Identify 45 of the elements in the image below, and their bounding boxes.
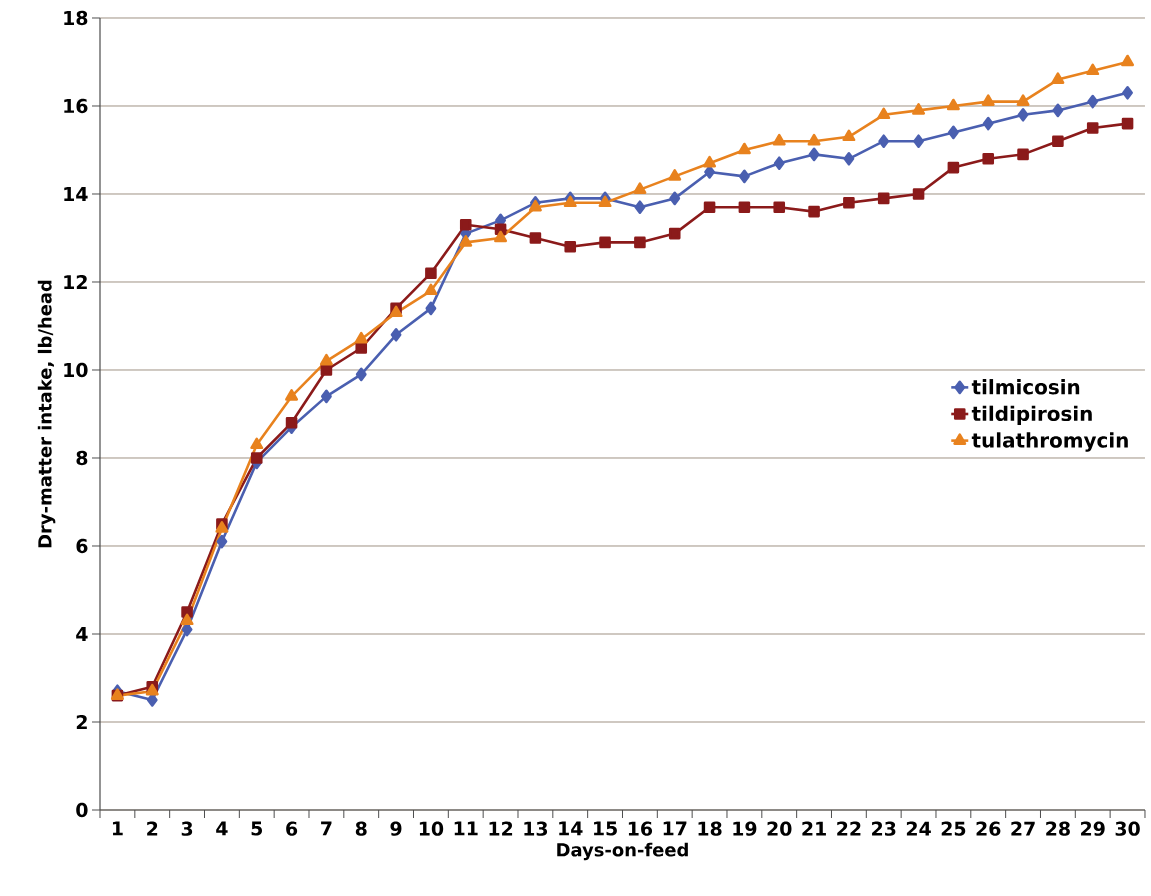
y-tick-label: 8 bbox=[76, 450, 88, 466]
legend-label: tildipirosin bbox=[971, 405, 1092, 425]
y-tick-label: 6 bbox=[76, 538, 88, 554]
x-tick-label: 12 bbox=[489, 821, 513, 836]
x-tick-label: 8 bbox=[355, 821, 367, 836]
x-tick-label: 27 bbox=[1011, 821, 1035, 836]
x-tick-label: 13 bbox=[524, 821, 548, 836]
y-tick-label: 2 bbox=[76, 714, 87, 730]
y-tick-label: 4 bbox=[76, 627, 88, 641]
y-tick-label: 18 bbox=[64, 10, 88, 26]
x-tick-label: 1 bbox=[112, 821, 123, 836]
x-tick-label: 16 bbox=[628, 821, 653, 836]
x-axis-title: Days-on-feed bbox=[557, 842, 688, 861]
x-tick-label: 23 bbox=[872, 821, 896, 836]
x-tick-label: 2 bbox=[147, 821, 158, 836]
x-tick-label: 20 bbox=[767, 821, 792, 836]
x-tick-label: 3 bbox=[181, 821, 193, 836]
y-tick-label: 12 bbox=[64, 274, 87, 290]
x-tick-label: 26 bbox=[976, 821, 1001, 836]
x-tick-label: 25 bbox=[941, 821, 966, 836]
y-axis-title: Dry-matter intake, lb/head bbox=[37, 280, 56, 548]
x-tick-label: 18 bbox=[698, 821, 722, 836]
x-tick-label: 19 bbox=[733, 821, 757, 836]
x-tick-label: 14 bbox=[559, 821, 583, 836]
x-tick-label: 10 bbox=[419, 821, 444, 836]
y-tick-label: 16 bbox=[64, 98, 88, 114]
x-tick-label: 6 bbox=[286, 821, 298, 836]
y-tick-label: 10 bbox=[64, 362, 88, 378]
x-tick-label: 15 bbox=[594, 821, 617, 836]
x-tick-label: 28 bbox=[1046, 821, 1070, 836]
y-tick-label: 14 bbox=[64, 187, 88, 201]
x-tick-label: 9 bbox=[390, 821, 402, 836]
x-tick-label: 22 bbox=[837, 821, 861, 836]
x-tick-label: 7 bbox=[321, 821, 332, 836]
legend-label: tilmicosin bbox=[971, 379, 1080, 395]
x-tick-label: 5 bbox=[251, 821, 262, 836]
legend-label: tulathromycin bbox=[971, 432, 1128, 452]
x-tick-label: 17 bbox=[663, 821, 687, 836]
y-tick-label: 0 bbox=[76, 802, 88, 818]
x-tick-label: 21 bbox=[802, 821, 826, 836]
x-tick-label: 11 bbox=[454, 821, 478, 836]
x-tick-label: 4 bbox=[216, 821, 228, 836]
x-tick-label: 29 bbox=[1081, 821, 1105, 836]
x-tick-label: 24 bbox=[906, 821, 931, 836]
x-tick-label: 30 bbox=[1115, 821, 1140, 836]
